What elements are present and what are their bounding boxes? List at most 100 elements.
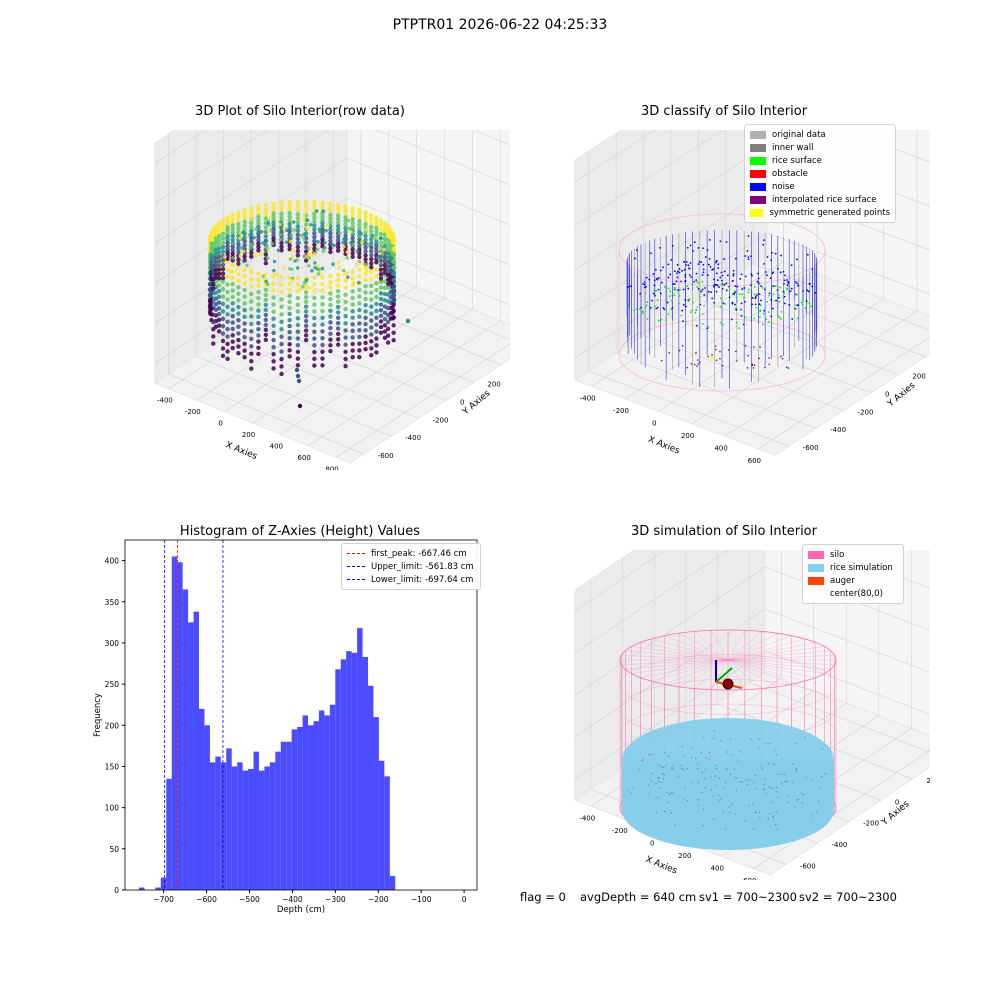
raw-point [249,276,254,282]
histogram-bar [346,651,352,890]
raw-point [391,253,396,258]
raw-point [346,275,350,279]
noise-point [690,276,692,278]
rice-mesh-point [704,769,706,771]
raw-point [374,343,379,348]
histogram-bar [269,762,276,890]
histogram-bar [286,741,292,890]
raw-point [335,331,341,337]
rice-mesh-point [708,752,710,754]
raw-point [357,328,362,333]
z-gridline [764,566,930,631]
rice-surface-point [734,290,737,293]
raw-point [328,201,333,207]
noise-point [693,280,696,283]
raw-point [363,346,368,352]
noise-point [746,249,749,252]
raw-point [320,204,325,209]
legend-swatch [750,143,766,152]
rice-mesh-point [768,786,770,788]
raw-point [378,218,384,223]
raw-point [287,207,292,212]
raw-point [350,315,355,320]
rice-mesh-point [715,767,718,770]
noise-point [713,301,716,304]
noise-point [743,287,746,289]
raw-point [328,314,333,319]
raw-point [220,294,226,299]
raw-point [369,290,374,295]
noise-point [642,283,644,285]
raw-point [343,222,348,227]
rice-mesh-point [761,768,764,770]
raw-point [369,228,374,234]
raw-point [225,256,230,262]
raw-point [216,294,222,300]
noise-point [751,274,753,277]
raw-point [303,285,309,290]
raw-point [230,241,235,246]
rice-mesh-point [749,779,751,781]
raw-point [236,344,241,349]
raw-point [295,316,301,321]
raw-point [257,279,261,283]
noise-point [764,271,767,273]
raw-point [238,254,242,258]
raw-point [259,252,263,256]
raw-point [369,304,374,309]
raw-point [249,206,254,211]
raw-point [357,348,362,353]
noise-point [634,257,636,260]
legend-entry: inner wall [750,141,890,154]
raw-point [225,224,230,230]
rice-surface-point [646,318,649,320]
noise-point [689,262,692,264]
raw-point [316,272,321,276]
x-tick-label: 400 [714,444,727,452]
noise-point [719,240,722,243]
raw-point [312,356,317,362]
noise-point [719,276,722,279]
raw-point [335,234,341,239]
raw-point [343,356,348,362]
interpolated-point [668,352,671,354]
raw-point [249,284,254,289]
noise-point [655,307,658,310]
raw-point [328,291,333,296]
raw-point [391,246,396,252]
status-avg-depth: avgDepth = 640 cm [580,890,697,904]
silo-roof-line [727,659,825,674]
rice-mesh-point [776,829,778,831]
raw-point [382,259,388,264]
raw-point [241,250,246,254]
raw-point [369,240,374,246]
raw-point [220,258,226,263]
raw-point [303,309,309,314]
rice-surface-point [702,312,704,315]
raw-point [328,209,333,214]
noise-point [682,304,685,306]
interpolated-point [764,366,766,369]
legend-label: center(80,0) [830,588,883,599]
raw-point [328,308,333,313]
rice-surface-point [772,293,775,296]
raw-point [374,246,379,251]
noise-point [667,276,670,279]
noise-point [702,247,704,250]
raw-point [263,261,269,266]
raw-point [242,254,247,259]
interpolated-point [697,363,700,365]
noise-point [757,277,760,280]
rice-surface-point [753,286,756,288]
raw-point [374,218,379,224]
legend-label: symmetric generated points [769,207,890,218]
noise-point [653,284,656,287]
rice-mesh-point [777,773,779,775]
raw-point [288,257,293,261]
raw-point [268,215,273,219]
interpolated-point [660,359,663,362]
raw-point [213,275,219,280]
raw-point [242,355,247,360]
legend-entry: center(80,0) [808,587,898,600]
raw-point [295,232,301,238]
